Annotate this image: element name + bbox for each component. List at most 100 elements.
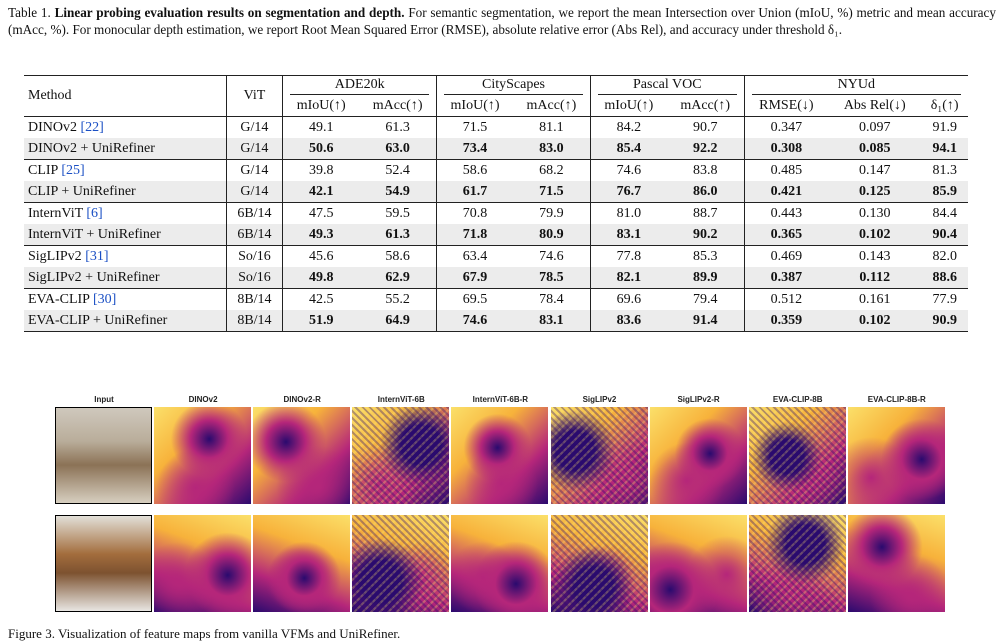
- figure-column-label: EVA-CLIP-8B-R: [867, 395, 926, 404]
- value-cell: 51.9: [282, 310, 360, 332]
- method-cell: EVA-CLIP + UniRefiner: [24, 310, 227, 332]
- value-cell: 89.9: [666, 267, 745, 289]
- table-row: EVA-CLIP + UniRefiner 8B/14 51.9 64.9 74.6 83…: [24, 310, 968, 332]
- value-cell: 61.3: [385, 119, 410, 135]
- vit-cell: G/14: [225, 138, 283, 160]
- input-image: [55, 407, 152, 504]
- feature-map-image: [451, 407, 549, 504]
- value-cell: 0.365: [743, 224, 829, 246]
- table-row: EVA-CLIP [30] 8B/14 42.5 55.2 69.5 78.4 69.6 79…: [24, 288, 968, 310]
- value-cell: 85.3: [666, 245, 745, 267]
- vit-cell: 8B/14: [225, 288, 283, 310]
- value-cell: 82.1: [589, 267, 667, 289]
- table-row: InternViT [6] 6B/14 47.5 59.5 70.8 79.9 81.0 88…: [24, 202, 968, 224]
- value-cell: 0.102: [828, 224, 922, 246]
- value-cell: 74.6: [589, 159, 667, 181]
- feature-map-figure: Input DINOv2 DINOv2-R InternViT-6B InternViT…: [55, 395, 955, 623]
- table-row: DINOv2 + UniRefiner G/14 50.6 63.0 73.4 83.0 8…: [24, 138, 968, 160]
- value-cell: 54.9: [359, 181, 437, 203]
- value-cell: 90.4: [921, 224, 968, 246]
- value-cell: 88.6: [921, 267, 968, 289]
- value-cell: 81.0: [589, 202, 667, 224]
- value-cell: 85.9: [921, 181, 968, 203]
- value-cell: 79.9: [512, 202, 591, 224]
- feature-map-image: [748, 407, 846, 504]
- value-cell: 83.6: [589, 310, 667, 332]
- value-cell: 81.1: [539, 119, 564, 135]
- value-cell: 0.130: [828, 202, 922, 224]
- feature-map-image: [649, 407, 747, 504]
- value-cell: 91.9: [932, 119, 957, 135]
- value-cell: 94.1: [921, 138, 968, 160]
- results-table: Method ViT ADE20k CityScapes Pascal VOC …: [24, 75, 968, 332]
- figure-column-label: SigLIPv2: [582, 395, 617, 404]
- value-cell: 0.347: [743, 116, 829, 138]
- feature-map-image: [451, 515, 549, 612]
- value-cell: 49.3: [282, 224, 360, 246]
- value-cell: 42.1: [282, 181, 360, 203]
- subcol: mIoU(↑): [589, 96, 667, 117]
- value-cell: 49.1: [282, 116, 360, 138]
- value-cell: 0.421: [743, 181, 829, 203]
- value-cell: 47.5: [282, 202, 360, 224]
- value-cell: 76.7: [589, 181, 667, 203]
- value-cell: 69.5: [436, 288, 513, 310]
- vit-cell: 8B/14: [225, 310, 283, 332]
- value-cell: 86.0: [666, 181, 745, 203]
- value-cell: 59.5: [359, 202, 437, 224]
- value-cell: 0.112: [828, 267, 922, 289]
- col-method: Method: [24, 75, 227, 117]
- value-cell: 82.0: [921, 245, 968, 267]
- method-cell: SigLIPv2 + UniRefiner: [24, 267, 227, 289]
- value-cell: 61.7: [436, 181, 513, 203]
- method-cell: DINOv2 [22]: [28, 119, 104, 135]
- value-cell: 90.2: [666, 224, 745, 246]
- method-cell: InternViT + UniRefiner: [24, 224, 227, 246]
- citation-link[interactable]: [25]: [61, 162, 85, 178]
- value-cell: 50.6: [282, 138, 360, 160]
- value-cell: 0.359: [743, 310, 829, 332]
- subcol: mAcc(↑): [666, 96, 745, 117]
- value-cell: 55.2: [359, 288, 437, 310]
- citation-link[interactable]: [31]: [85, 248, 109, 264]
- value-cell: 0.469: [743, 245, 829, 267]
- group-pascal-voc: Pascal VOC: [589, 75, 745, 96]
- figure-column-label: Input: [94, 395, 114, 404]
- feature-map-image: [748, 515, 846, 612]
- value-cell: 0.125: [828, 181, 922, 203]
- figure-caption: Figure 3. Visualization of feature maps …: [8, 626, 401, 641]
- citation-link[interactable]: [22]: [80, 119, 104, 135]
- feature-map-image: [154, 515, 252, 612]
- figure-column-label: InternViT-6B: [377, 395, 425, 404]
- figure-column-label: DINOv2-R: [283, 395, 321, 404]
- table-body: DINOv2 [22] G/14 49.1 61.3 71.5 81.1 84.2 90.7 0…: [24, 116, 968, 332]
- feature-map-image: [550, 407, 648, 504]
- value-cell: 0.512: [743, 288, 829, 310]
- method-cell: CLIP [25]: [24, 159, 227, 181]
- figure-column-label: EVA-CLIP-8B: [772, 395, 823, 404]
- vit-cell: 6B/14: [225, 202, 283, 224]
- value-cell: 74.6: [436, 310, 513, 332]
- table-row: InternViT + UniRefiner 6B/14 49.3 61.3 71.8 8…: [24, 224, 968, 246]
- vit-cell: G/14: [225, 159, 283, 181]
- vit-cell: So/16: [225, 267, 283, 289]
- vit-cell: So/16: [225, 245, 283, 267]
- method-cell: EVA-CLIP [30]: [24, 288, 227, 310]
- value-cell: 71.5: [436, 116, 513, 138]
- value-cell: 83.1: [589, 224, 667, 246]
- value-cell: 71.8: [436, 224, 513, 246]
- feature-map-image: [550, 515, 648, 612]
- value-cell: 77.8: [589, 245, 667, 267]
- value-cell: 83.8: [666, 159, 745, 181]
- value-cell: 79.4: [666, 288, 745, 310]
- value-cell: 69.6: [589, 288, 667, 310]
- value-cell: 63.4: [436, 245, 513, 267]
- vit-cell: G/14: [225, 116, 283, 138]
- feature-map-image: [847, 407, 945, 504]
- value-cell: 77.9: [921, 288, 968, 310]
- subcol: δ₁(↑): [921, 96, 968, 117]
- citation-link[interactable]: [6]: [86, 205, 103, 221]
- value-cell: 42.5: [282, 288, 360, 310]
- citation-link[interactable]: [30]: [92, 291, 117, 307]
- feature-map-image: [352, 515, 450, 612]
